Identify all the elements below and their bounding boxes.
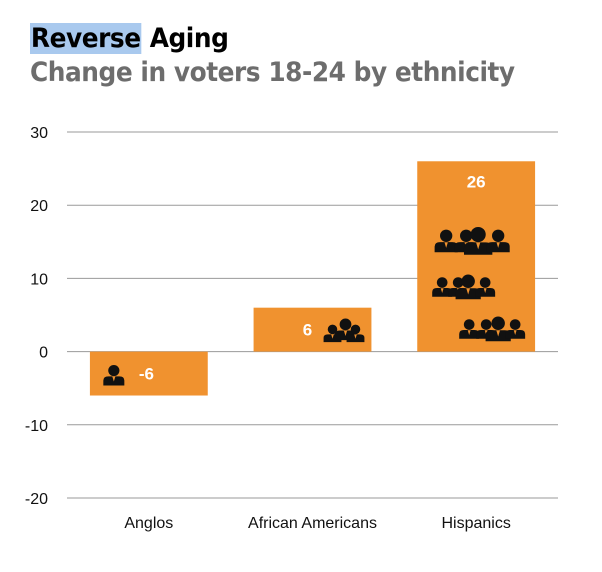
category-label: Hispanics [441, 515, 510, 532]
data-labels: -6 6 26 [139, 172, 486, 383]
y-tick-label: 30 [30, 125, 48, 142]
y-axis-ticks: 30 20 10 0 -10 -20 [25, 125, 48, 508]
chart-title-rest: Aging [141, 23, 229, 54]
y-tick-label: 10 [30, 271, 48, 288]
chart-title-highlight: Reverse [30, 23, 142, 54]
data-label: -6 [139, 365, 154, 384]
category-label: African Americans [248, 515, 377, 532]
data-label: 26 [467, 172, 486, 191]
y-tick-label: -10 [25, 418, 48, 435]
chart-title: Reverse Aging [30, 22, 515, 56]
category-label: Anglos [124, 515, 173, 532]
y-tick-label: -20 [25, 491, 48, 508]
y-tick-label: 20 [30, 198, 48, 215]
chart-subtitle: Change in voters 18-24 by ethnicity [30, 57, 515, 88]
y-tick-label: 0 [39, 345, 48, 362]
x-axis-categories: Anglos African Americans Hispanics [124, 515, 510, 532]
data-label: 6 [303, 321, 312, 340]
chart-title-block: Reverse Aging Change in voters 18-24 by … [30, 22, 557, 90]
